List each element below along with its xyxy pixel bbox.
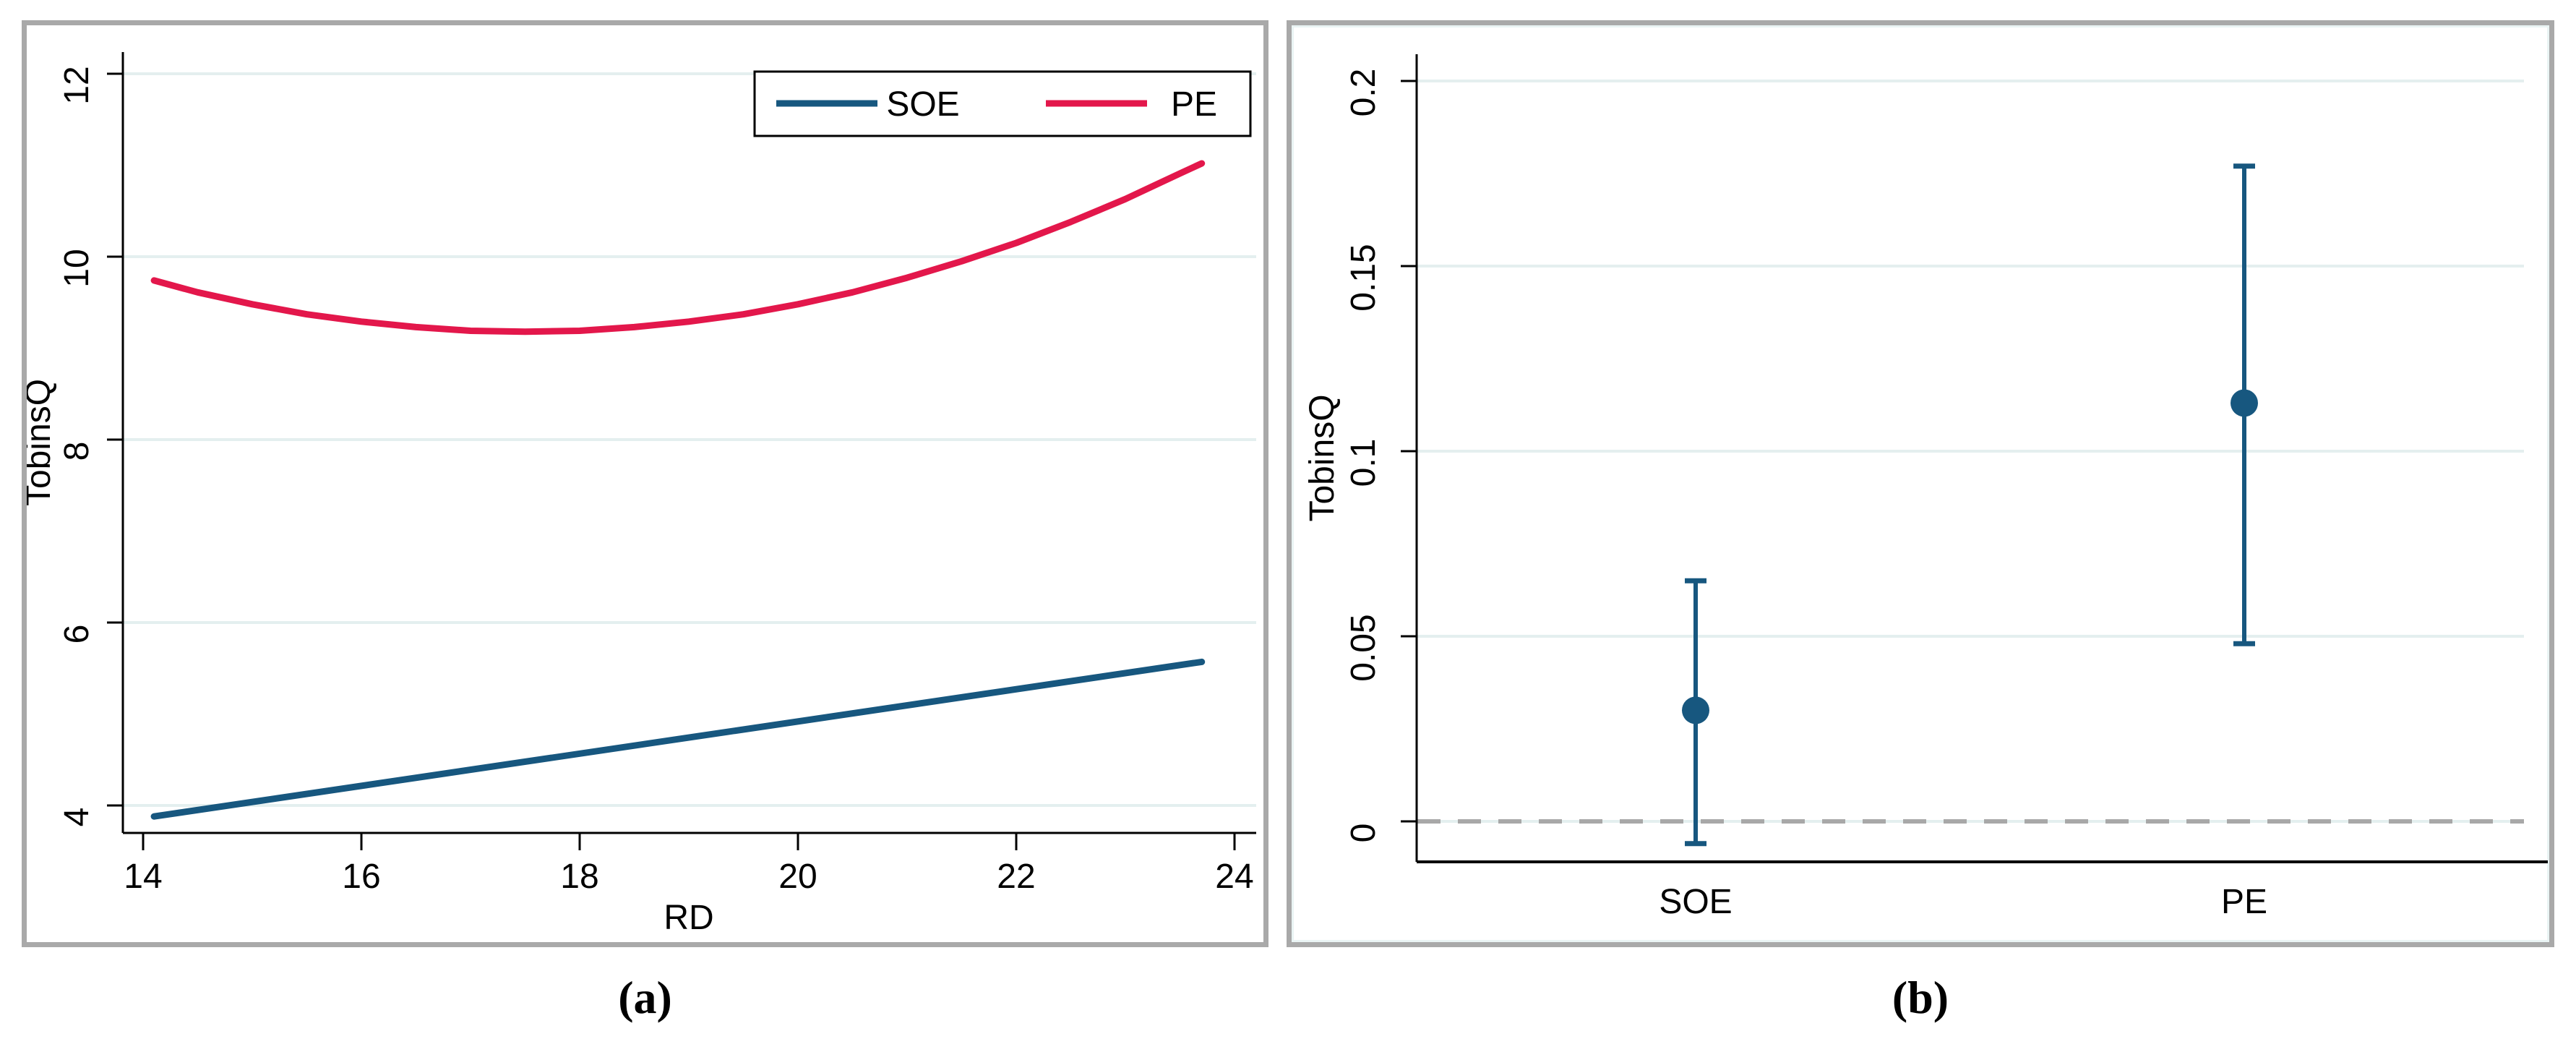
panel-a: 4 6 8 10 12 14 16 18 20 22 24 RD TobinsQ SOE PE: [22, 20, 1268, 947]
x-tick-label-14: 14: [124, 858, 162, 896]
y-tick-label-8: 8: [58, 442, 96, 461]
estimate-marker-soe: [1682, 696, 1709, 724]
legend-pe-label: PE: [1171, 85, 1217, 124]
coef-pe: [2231, 163, 2258, 646]
panel-b-chart: 0 0.05 0.1 0.15 0.2 TobinsQ SOE PE: [1303, 54, 2548, 921]
y-tick-label-4: 4: [58, 808, 96, 827]
x-axis-title: RD: [664, 899, 713, 937]
y-tick-label-10: 10: [58, 249, 96, 287]
y-tick-label-0.05: 0.05: [1344, 614, 1383, 681]
x-category-label-soe: SOE: [1659, 883, 1732, 921]
y-tick-label-6: 6: [58, 625, 96, 644]
caption-b: (b): [1892, 972, 1949, 1023]
coef-soe: [1682, 578, 1709, 847]
legend-soe-label: SOE: [886, 85, 959, 124]
series-line-soe: [150, 658, 1206, 820]
series-line-pe: [150, 160, 1206, 335]
y-tick-label-0.1: 0.1: [1344, 439, 1383, 487]
y-axis-title: TobinsQ: [1303, 394, 1341, 521]
x-tick-label-16: 16: [342, 858, 380, 896]
legend-box: [753, 70, 1252, 137]
y-tick-label-12: 12: [58, 66, 96, 104]
y-tick-label-0.15: 0.15: [1344, 244, 1383, 311]
panel-b: 0 0.05 0.1 0.15 0.2 TobinsQ SOE PE: [1287, 20, 2554, 947]
y-axis-title: TobinsQ: [27, 379, 58, 506]
x-tick-label-24: 24: [1215, 858, 1253, 896]
caption-a: (a): [618, 972, 672, 1023]
y-tick-label-0.2: 0.2: [1344, 69, 1383, 117]
estimate-marker-pe: [2231, 389, 2258, 417]
y-tick-label-0: 0: [1344, 824, 1383, 843]
x-tick-label-18: 18: [560, 858, 598, 896]
panel-a-chart: 4 6 8 10 12 14 16 18 20 22 24 RD TobinsQ SOE PE: [27, 52, 1256, 937]
x-tick-label-20: 20: [778, 858, 817, 896]
x-tick-label-22: 22: [997, 858, 1035, 896]
x-category-label-pe: PE: [2221, 883, 2267, 921]
